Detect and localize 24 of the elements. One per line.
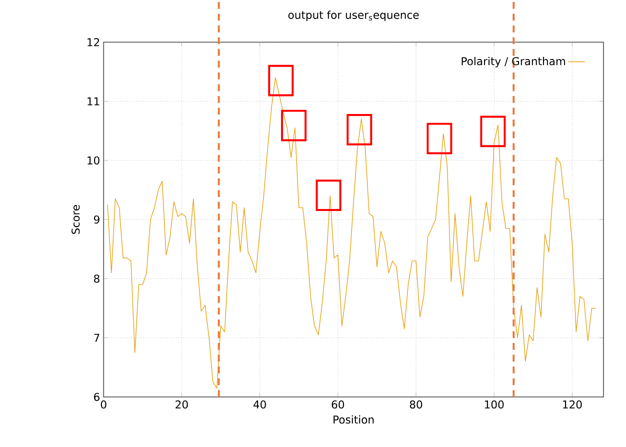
y-tick-label: 10 <box>88 156 100 165</box>
point <box>480 116 506 148</box>
point <box>426 122 452 154</box>
point <box>346 114 372 146</box>
y-tick-label: 8 <box>94 274 100 283</box>
x-axis-title: Position <box>334 415 374 424</box>
y-tick-label: 11 <box>88 97 100 106</box>
point <box>268 64 294 96</box>
y-tick-label: 7 <box>94 334 100 342</box>
x-tick-label: 20 <box>176 400 188 409</box>
chart-title: output for user$_{s}$equence <box>288 10 419 22</box>
y-tick-label: 12 <box>88 38 100 46</box>
y-tick-label: 9 <box>94 216 100 224</box>
point <box>281 110 307 142</box>
point <box>316 180 342 212</box>
x-tick-label: 120 <box>563 400 582 409</box>
y-axis-title: Score <box>72 205 80 234</box>
legend-label: Polarity / Grantham <box>462 56 566 68</box>
x-tick-label: 100 <box>485 400 504 409</box>
x-tick-label: 40 <box>253 400 266 409</box>
x-tick-label: 0 <box>100 400 106 409</box>
y-tick-label: 6 <box>94 392 100 402</box>
x-tick-label: 60 <box>332 400 344 409</box>
x-tick-label: 80 <box>410 400 422 409</box>
